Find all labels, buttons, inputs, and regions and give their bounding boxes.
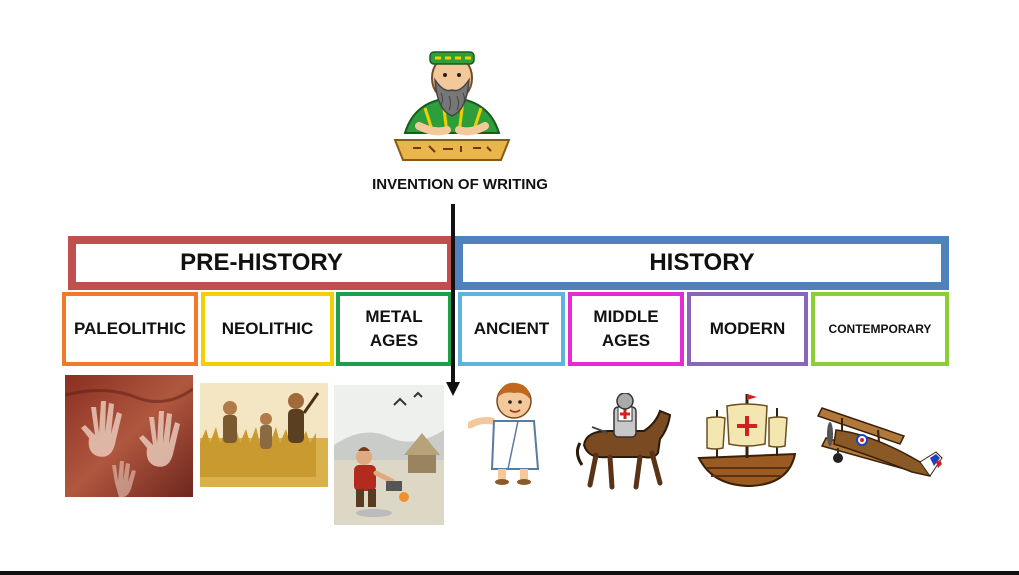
scribe-writing-icon xyxy=(393,51,511,161)
bottom-border xyxy=(0,571,1019,575)
period-label: ANCIENT xyxy=(473,319,550,339)
writing-arrow-head xyxy=(446,382,460,396)
caravel-ship-icon xyxy=(697,394,797,488)
metalworker-icon xyxy=(334,385,444,525)
period-label: PALEOLITHIC xyxy=(73,319,187,339)
period-label: CONTEMPORARY xyxy=(828,321,932,336)
history-label: HISTORY xyxy=(649,249,755,276)
prehistory-box: PRE-HISTORY xyxy=(68,236,455,290)
period-label: MIDDLE AGES xyxy=(593,307,659,350)
period-ancient: ANCIENT xyxy=(458,292,565,366)
history-box: HISTORY xyxy=(455,236,949,290)
period-label: MODERN xyxy=(709,319,786,339)
period-neolithic: NEOLITHIC xyxy=(201,292,334,366)
period-label: NEOLITHIC xyxy=(221,319,314,339)
period-metal-ages: METAL AGES xyxy=(336,292,452,366)
writing-arrow-line xyxy=(451,204,455,384)
period-paleolithic: PALEOLITHIC xyxy=(62,292,198,366)
neolithic-people-icon xyxy=(200,383,328,487)
period-label: METAL AGES xyxy=(365,307,423,350)
prehistory-label: PRE-HISTORY xyxy=(180,249,343,276)
period-middle-ages: MIDDLE AGES xyxy=(568,292,684,366)
biplane-icon xyxy=(816,407,943,477)
period-modern: MODERN xyxy=(687,292,808,366)
roman-boy-icon xyxy=(468,382,540,485)
cave-hand-painting-icon xyxy=(65,375,193,497)
knight-on-horse-icon xyxy=(575,393,672,490)
period-contemporary: CONTEMPORARY xyxy=(811,292,949,366)
invention-of-writing-caption: INVENTION OF WRITING xyxy=(372,176,548,193)
